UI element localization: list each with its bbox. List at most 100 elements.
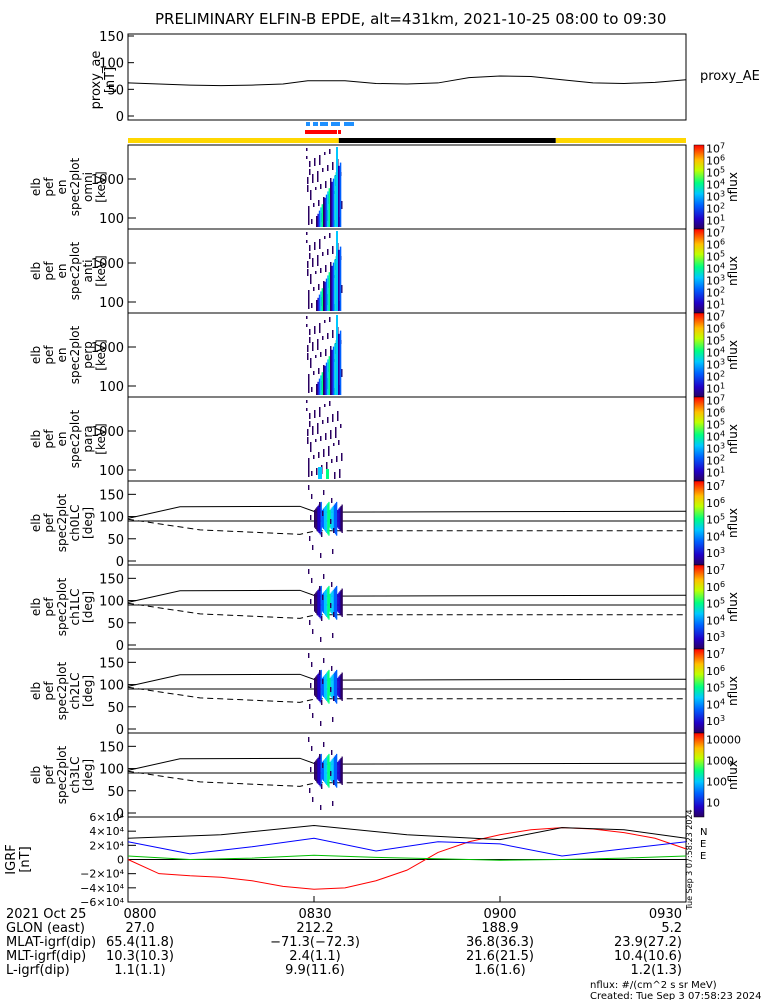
pitch-panel-frame: [127, 564, 687, 650]
colorbar-tick-label: 107: [706, 647, 725, 661]
spectrogram-pixel: [332, 589, 334, 616]
spectrogram-pixel: [322, 511, 324, 516]
spectrogram-pixel: [337, 593, 339, 612]
energy-ytick-label: 100: [99, 380, 124, 395]
energy-panel-frame: [127, 312, 687, 398]
pitch-ytick-label: 0: [116, 723, 124, 738]
pitch-panel-ylabel: [deg]: [81, 507, 95, 539]
spectrogram-pixel: [321, 204, 324, 227]
igrf-ylabel: IGRF: [4, 844, 19, 874]
pitch-panel-ylabel: [deg]: [81, 591, 95, 623]
spectrogram-pixel: [326, 469, 329, 479]
spectrogram-pixel: [310, 190, 312, 200]
colorbar-tick-label: 1000: [706, 754, 734, 767]
spectrogram-pixel: [319, 323, 321, 333]
ephemeris-value: 0830: [298, 907, 331, 922]
colorbar: [693, 648, 705, 734]
spectrogram-pixel: [323, 759, 326, 783]
spectrogram-pixel: [315, 508, 317, 529]
spectrogram-pixel: [327, 275, 329, 311]
spectrogram-pixel: [321, 677, 323, 696]
spectrogram-pixel: [333, 696, 335, 701]
spectrogram-pixel: [311, 471, 313, 476]
spectrogram-pixel: [332, 162, 334, 170]
spectrogram-pixel: [308, 458, 310, 469]
ephemeris-value: 1.6(1.6): [474, 963, 526, 978]
spectrogram-pixel: [316, 301, 318, 311]
spectrogram-pixel: [332, 717, 334, 722]
igrf-ytick-label: −4×10⁴: [80, 882, 124, 895]
spectrogram-pixel: [307, 261, 309, 268]
pitch-ytick-label: 100: [99, 679, 124, 694]
pitch-ytick-label: 100: [99, 511, 124, 526]
spectrogram-pixel: [309, 536, 311, 541]
spectrogram-pixel: [325, 349, 327, 356]
ephemeris-value: 1.2(1.3): [631, 963, 683, 978]
spectrogram-pixel: [330, 687, 332, 692]
spectrogram-pixel: [316, 468, 318, 475]
spectrogram-pixel: [341, 369, 343, 377]
colorbar-tick-label: 106: [706, 580, 725, 594]
spectrogram-pixel: [326, 588, 328, 617]
spectrogram-pixel: [312, 713, 314, 718]
spectrogram-pixel: [332, 633, 334, 638]
flag-red-mark: [305, 130, 337, 134]
spectrogram-pixel: [319, 587, 321, 619]
pitch-ytick-label: 0: [116, 555, 124, 570]
spectrogram-pixel: [310, 683, 312, 688]
spectrogram-pixel: [312, 545, 314, 550]
spectrogram-pixel: [336, 669, 338, 704]
spectrogram-pixel: [337, 411, 339, 421]
energy-panel-ylabel: pef: [42, 345, 56, 365]
ephemeris-value: 0930: [649, 907, 682, 922]
colorbar-tick-label: 101: [706, 466, 725, 480]
colorbar: [693, 732, 705, 818]
spectrogram-pixel: [327, 165, 329, 171]
spectrogram-pixel: [334, 175, 336, 227]
spectrogram-pixel: [330, 269, 332, 311]
spectrogram-pixel: [315, 187, 317, 190]
spectrogram-pixel: [317, 589, 319, 616]
flag-bar-yellow: [128, 138, 339, 143]
spectrogram-pixel: [320, 352, 322, 357]
spectrogram-pixel: [309, 329, 311, 335]
spectrogram-pixel: [331, 498, 333, 503]
energy-panel-ylabel: elb: [29, 178, 43, 196]
spectrogram-pixel: [319, 155, 321, 165]
spectrogram-pixel: [331, 591, 333, 615]
colorbar: [693, 228, 705, 314]
spectrogram-pixel: [339, 507, 341, 531]
spectrogram-pixel: [312, 174, 314, 183]
spectrogram-pixel: [311, 662, 313, 667]
spectrogram-pixel: [336, 147, 338, 227]
spectrogram-pixel: [332, 178, 335, 227]
igrf-legend-item: N: [700, 827, 707, 838]
spectrogram-pixel: [317, 339, 319, 350]
colorbar-label: nflux: [726, 676, 740, 706]
spectrogram-pixel: [306, 324, 308, 327]
energy-panel-ylabel: omni: [81, 172, 95, 202]
spectrogram-pixel: [336, 315, 338, 395]
flag-blue-mark: [313, 122, 318, 126]
spectrogram-pixel: [326, 462, 328, 473]
spectrogram-pixel: [322, 676, 325, 697]
spectrogram-pixel: [341, 672, 343, 701]
spectrogram-pixel: [339, 591, 341, 615]
igrf-ytick-label: 0: [117, 854, 124, 867]
pitch-panel-ylabel: [deg]: [81, 759, 95, 791]
loss-cone-line: [127, 686, 686, 703]
spectrogram-pixel: [311, 387, 313, 392]
spectrogram-pixel: [330, 346, 332, 355]
colorbar-tick-label: 104: [706, 529, 725, 543]
spectrogram-pixel: [320, 375, 322, 395]
spectrogram-pixel: [314, 677, 316, 696]
spectrogram-pixel: [325, 757, 327, 784]
spectrogram-pixel: [315, 439, 317, 442]
spectrogram-pixel: [322, 420, 324, 424]
spectrogram-pixel: [316, 507, 318, 531]
colorbar-tick-label: 105: [706, 597, 725, 611]
footer-units: nflux: #/(cm^2 s sr MeV): [590, 980, 717, 991]
spectrogram-pixel: [334, 755, 337, 787]
spectrogram-pixel: [323, 201, 325, 227]
spectrogram-pixel: [320, 805, 322, 810]
